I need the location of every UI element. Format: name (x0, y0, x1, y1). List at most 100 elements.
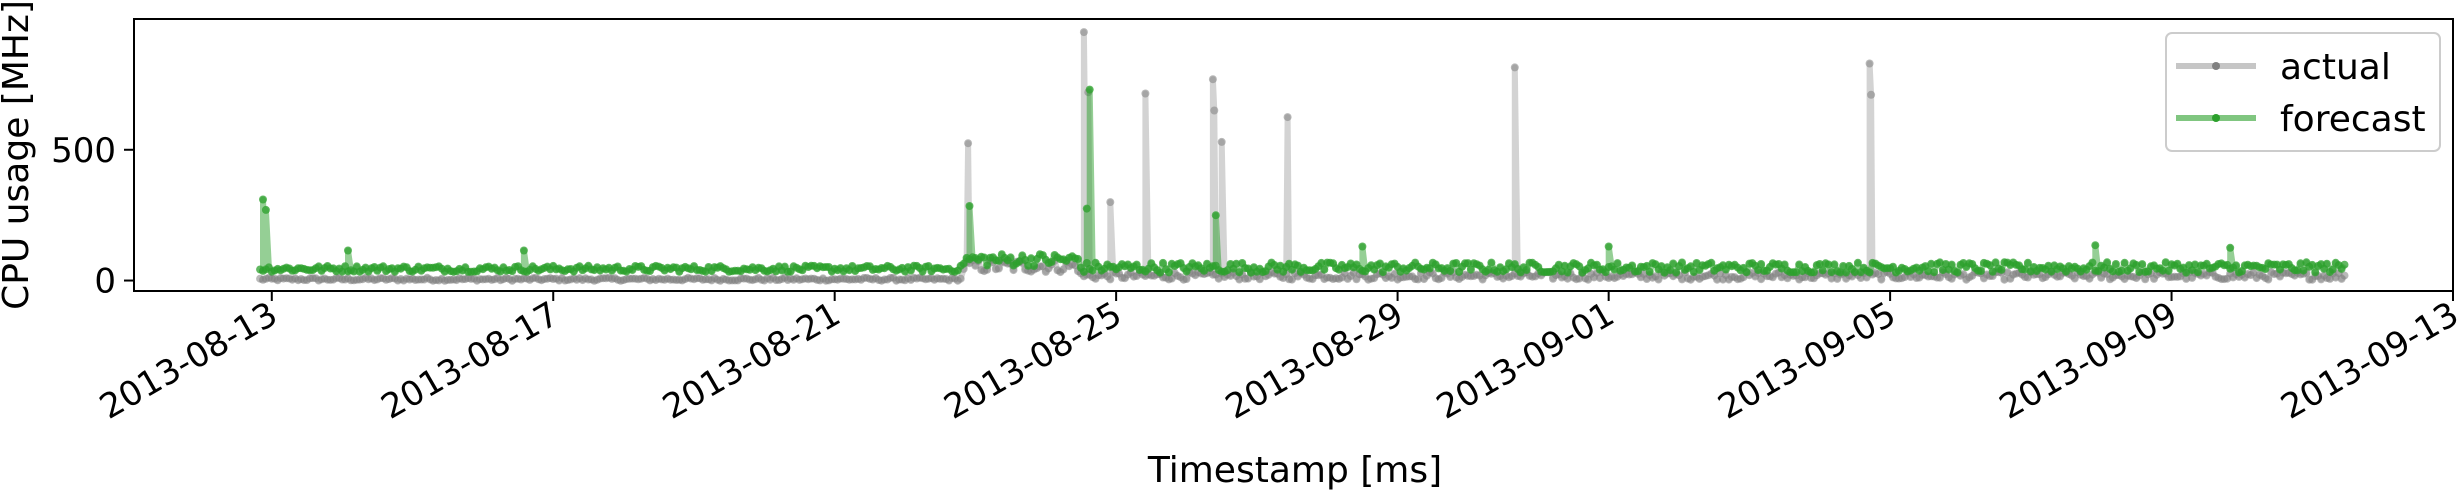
data-point (1030, 262, 1038, 270)
data-point (1452, 259, 1461, 267)
data-point (1991, 258, 2000, 267)
data-point (1645, 267, 1654, 276)
data-point (2091, 241, 2100, 250)
data-point (1977, 267, 1985, 276)
data-point (1850, 268, 1859, 277)
data-point (964, 139, 973, 148)
data-point (1947, 260, 1956, 269)
x-tick-label: 2013-09-01 (1430, 294, 1621, 427)
data-point (1610, 265, 1619, 274)
data-point (2261, 265, 2270, 274)
x-tick-label: 2013-09-13 (2274, 294, 2458, 427)
data-point (1815, 260, 1824, 268)
data-point (2340, 271, 2349, 280)
x-tick-label: 2013-08-21 (656, 294, 847, 427)
data-point (1466, 265, 1475, 274)
data-point (1707, 258, 1716, 267)
data-point (1106, 198, 1115, 207)
data-point (1560, 261, 1569, 270)
data-point (1088, 266, 1097, 275)
data-point (2296, 259, 2305, 268)
y-axis: 0 500 (51, 131, 134, 302)
data-point (1836, 268, 1845, 277)
data-point (1079, 28, 1088, 37)
data-point (1678, 258, 1686, 267)
series-actual (256, 28, 2349, 285)
data-point (2070, 274, 2079, 283)
plot-area (133, 18, 2454, 292)
data-point (2299, 266, 2308, 275)
legend: actual forecast (2165, 32, 2441, 152)
data-point (1877, 275, 1886, 284)
data-point (2000, 275, 2009, 284)
x-tick-label: 2013-08-17 (375, 294, 566, 427)
data-point (2182, 274, 2191, 283)
data-point (2108, 267, 2117, 276)
data-point (1463, 259, 1472, 268)
data-point (1930, 268, 1939, 277)
data-point (2232, 261, 2241, 270)
data-point (1182, 275, 1191, 283)
data-point (2237, 267, 2246, 276)
data-point (1853, 258, 1862, 267)
data-point (956, 274, 965, 283)
data-point (2135, 268, 2144, 277)
data-point (1867, 90, 1876, 99)
x-tick-label: 2013-09-05 (1711, 294, 1902, 427)
data-point (1208, 75, 1217, 84)
data-point (1446, 267, 1455, 275)
data-point (1217, 137, 1226, 146)
data-point (1924, 267, 1933, 276)
data-point (1997, 265, 2006, 274)
y-tick-label: 0 (94, 262, 116, 302)
legend-marker-actual (2212, 62, 2220, 70)
data-point (1563, 268, 1572, 277)
data-point (2193, 268, 2202, 277)
data-point (1842, 268, 1851, 277)
data-point (1839, 262, 1848, 270)
data-point (1809, 268, 1818, 277)
data-point (1164, 268, 1173, 277)
plot-frame (133, 18, 2454, 292)
data-point (1927, 259, 1936, 268)
data-point (1085, 85, 1094, 94)
data-point (1522, 266, 1531, 274)
data-point (1414, 275, 1423, 284)
data-point (1484, 265, 1493, 274)
data-point (1554, 260, 1563, 269)
data-point (2023, 258, 2032, 267)
y-axis-label: CPU usage [MHz] (0, 0, 37, 310)
data-point (2120, 258, 2129, 267)
data-point (2044, 261, 2053, 270)
data-point (1288, 275, 1296, 284)
data-point (2264, 275, 2273, 284)
data-point (1159, 258, 1167, 267)
data-point (1082, 204, 1091, 213)
data-point (1575, 262, 1584, 271)
data-point (2164, 266, 2173, 275)
data-point (1818, 266, 1827, 275)
data-point (1232, 259, 1241, 268)
data-point (261, 205, 270, 214)
x-tick-label: 2013-09-09 (1993, 294, 2184, 427)
data-point (2328, 265, 2337, 274)
data-point (1106, 275, 1115, 284)
legend-label-actual: actual (2280, 47, 2391, 88)
data-point (1830, 260, 1839, 269)
data-point (2322, 259, 2331, 268)
x-tick-label: 2013-08-25 (938, 294, 1129, 427)
data-point (2191, 260, 2199, 269)
data-point (1027, 254, 1036, 263)
data-point (2340, 260, 2349, 269)
data-point (1024, 261, 1033, 270)
data-point (1938, 266, 1947, 275)
data-point (994, 264, 1003, 273)
data-point (259, 195, 267, 204)
y-tick-label: 500 (51, 131, 116, 171)
data-point (2158, 266, 2167, 275)
data-point (1074, 254, 1082, 263)
data-point (1988, 267, 1997, 276)
data-point (2226, 243, 2235, 252)
data-point (980, 253, 989, 262)
data-point (2111, 260, 2120, 268)
